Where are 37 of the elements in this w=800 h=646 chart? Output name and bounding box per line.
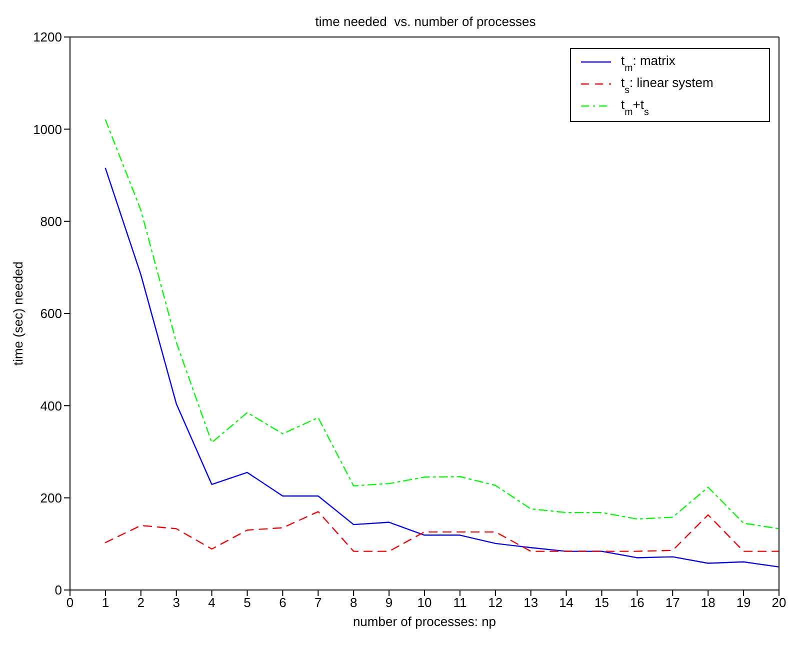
x-tick-label: 1 (102, 595, 110, 610)
x-tick-label: 13 (524, 595, 538, 610)
x-tick-label: 11 (453, 595, 467, 610)
x-tick-label: 8 (350, 595, 358, 610)
y-tick-label: 400 (40, 398, 62, 414)
y-tick-label: 1000 (33, 122, 62, 137)
y-tick-label: 800 (40, 214, 62, 229)
x-tick-label: 4 (208, 595, 216, 610)
legend-label: t$_{m}$: matrix (621, 53, 676, 74)
chart-title: time needed vs. number of processes (314, 14, 537, 29)
x-tick-label: 9 (385, 595, 393, 610)
x-axis-title: number of processes: np (352, 614, 496, 629)
x-tick-label: 5 (244, 595, 251, 610)
x-tick-label: 17 (665, 595, 680, 610)
line-series (104, 168, 779, 568)
legend-label: t$_{s}$: linear system (621, 75, 714, 96)
x-tick-label: 10 (417, 595, 432, 610)
x-tick-label: 3 (172, 595, 180, 610)
x-tick-label: 7 (314, 595, 322, 610)
x-tick-label: 6 (279, 595, 286, 610)
x-tick-label: 19 (736, 595, 751, 610)
x-tick-label: 2 (137, 595, 145, 610)
y-tick-label: 1200 (33, 30, 62, 45)
y-tick-label: 200 (40, 490, 62, 506)
x-tick-label: 12 (488, 595, 503, 610)
x-tick-label: 18 (700, 595, 716, 610)
x-tick-label: 15 (594, 595, 609, 610)
line-series (104, 119, 779, 530)
legend-label: t$_{m}$+t$_{s}$ (621, 97, 649, 118)
y-tick-label: 0 (54, 582, 62, 598)
y-tick-label: 600 (40, 306, 62, 322)
x-tick-label: 16 (630, 595, 644, 610)
line-series (104, 511, 779, 552)
x-tick-label: 14 (559, 595, 574, 610)
x-tick-label: 0 (66, 595, 74, 610)
y-axis-title: time (sec) needed (10, 261, 26, 366)
x-tick-label: 20 (772, 595, 786, 610)
